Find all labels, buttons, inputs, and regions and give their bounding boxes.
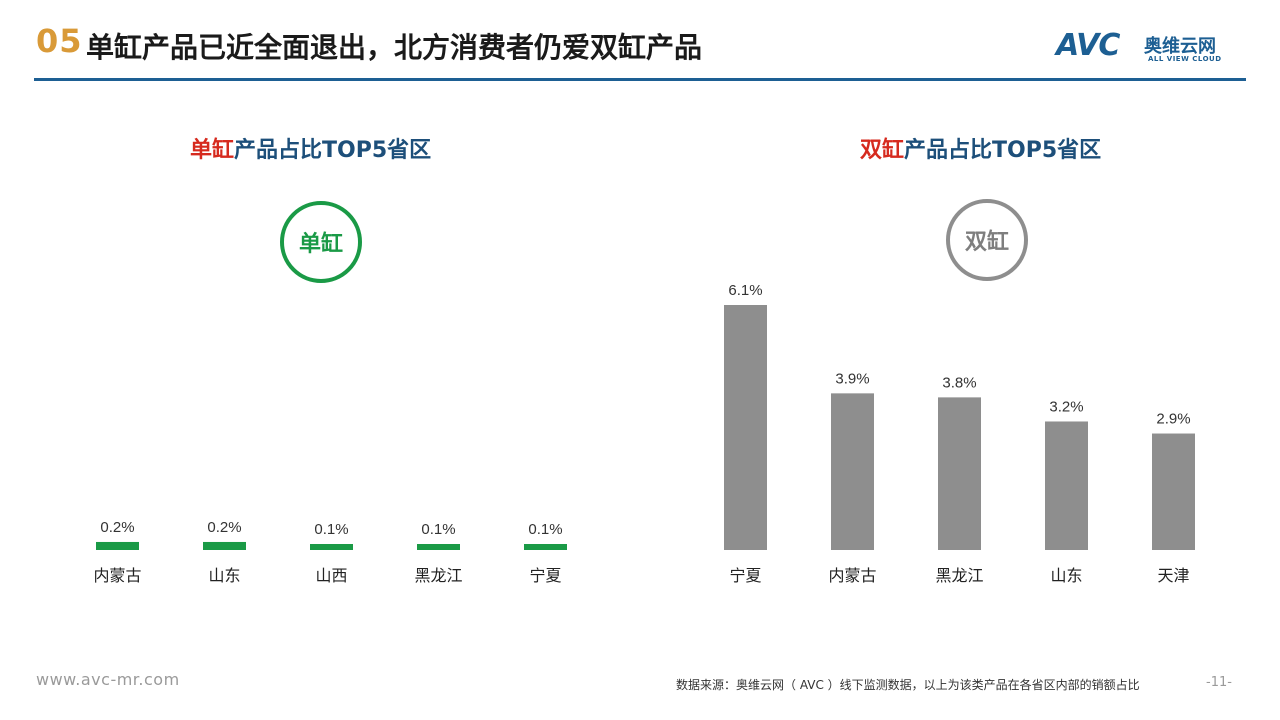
twin-category-label-4: 天津 — [1157, 566, 1189, 585]
twin-bar-1 — [831, 393, 874, 550]
header-rule — [34, 78, 1246, 81]
twin-category-label-3: 山东 — [1050, 566, 1082, 585]
twin-value-label-2: 3.8% — [942, 374, 976, 391]
twin-category-label-1: 内蒙古 — [828, 566, 876, 585]
footer-url[interactable]: www.avc-mr.com — [36, 670, 180, 689]
single-category-label-1: 山东 — [208, 566, 240, 585]
twin-bar-2 — [938, 397, 981, 550]
logo-mark: AVC — [1056, 28, 1120, 63]
right-title-rest: 产品占比TOP5省区 — [904, 138, 1102, 163]
single-value-label-1: 0.2% — [207, 519, 241, 536]
page-number: -11- — [1206, 675, 1232, 690]
single-value-label-3: 0.1% — [421, 521, 455, 538]
twin-value-label-0: 6.1% — [728, 282, 762, 299]
single-bar-0 — [96, 541, 139, 550]
section-number: 05 — [36, 22, 83, 60]
single-category-label-0: 内蒙古 — [93, 566, 141, 585]
right-title-highlight: 双缸 — [860, 138, 905, 163]
single-category-label-3: 黑龙江 — [414, 566, 462, 585]
twin-bar-4 — [1152, 433, 1195, 550]
single-value-label-4: 0.1% — [528, 521, 562, 538]
single-bar-3 — [417, 544, 460, 550]
twin-bar-3 — [1045, 421, 1088, 550]
logo-name-en: ALL VIEW CLOUD — [1148, 55, 1222, 63]
data-source-note: 数据来源：奥维云网（ AVC ）线下监测数据，以上为该类产品在各省区内部的销额占… — [676, 678, 1140, 692]
single-value-label-0: 0.2% — [100, 519, 134, 536]
twin-value-label-1: 3.9% — [835, 370, 869, 387]
single-bar-1 — [203, 541, 246, 550]
single-bar-4 — [524, 544, 567, 550]
header: 05 单缸产品已近全面退出，北方消费者仍爱双缸产品 AVC 奥维云网 ALL V… — [0, 0, 1280, 82]
twin-category-label-2: 黑龙江 — [935, 566, 983, 585]
right-chart-title: 双缸产品占比TOP5省区 — [860, 132, 1101, 164]
single-category-label-2: 山西 — [315, 566, 347, 585]
twin-tub-badge: 双缸 — [946, 199, 1028, 281]
page-title: 单缸产品已近全面退出，北方消费者仍爱双缸产品 — [86, 31, 703, 64]
single-value-label-2: 0.1% — [314, 521, 348, 538]
single-bar-2 — [310, 544, 353, 550]
avc-logo: AVC 奥维云网 ALL VIEW CLOUD — [1056, 28, 1256, 68]
left-title-highlight: 单缸 — [190, 138, 235, 163]
single-tub-badge: 单缸 — [280, 201, 362, 283]
twin-value-label-3: 3.2% — [1049, 398, 1083, 415]
logo-name-cn: 奥维云网 — [1144, 36, 1216, 57]
single-category-label-4: 宁夏 — [529, 566, 561, 585]
left-title-rest: 产品占比TOP5省区 — [234, 138, 432, 163]
left-chart-title: 单缸产品占比TOP5省区 — [190, 132, 431, 164]
twin-bar-0 — [724, 305, 767, 550]
twin-value-label-4: 2.9% — [1156, 411, 1190, 428]
twin-category-label-0: 宁夏 — [729, 566, 761, 585]
